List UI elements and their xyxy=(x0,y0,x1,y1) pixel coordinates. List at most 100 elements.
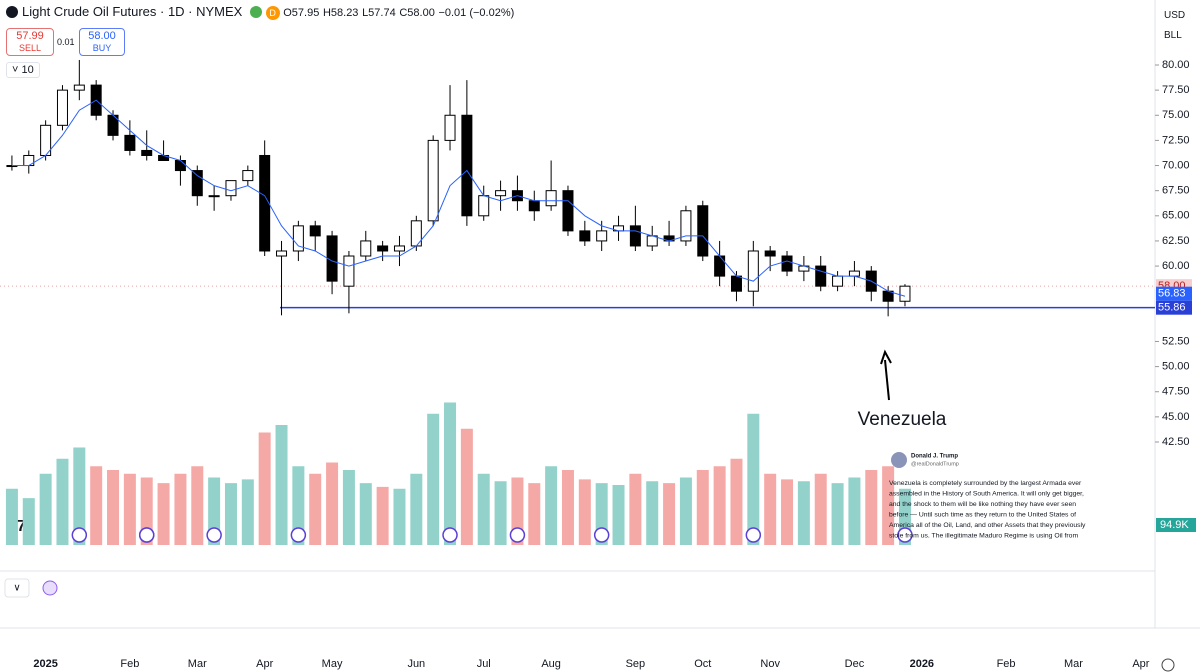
candle-body xyxy=(747,250,759,292)
symbol-title: Light Crude Oil Futures · 1D · NYMEX D O… xyxy=(6,4,514,20)
spread: 0.01 xyxy=(57,37,75,47)
volume-bar xyxy=(545,466,558,545)
buy-price: 58.00 xyxy=(88,30,116,42)
post-line: and the shock to them will be like nothi… xyxy=(889,501,1076,508)
x-tick-label: 2026 xyxy=(910,658,934,670)
volume-bar xyxy=(359,483,372,545)
volume-bar xyxy=(174,473,187,545)
price-label-bg xyxy=(1156,286,1192,301)
volume-bar xyxy=(730,458,743,545)
volume-bar xyxy=(39,473,52,545)
x-tick-label: May xyxy=(322,658,343,670)
x-tick-label: Aug xyxy=(541,658,561,670)
volume-bar xyxy=(22,498,35,545)
volume-bar xyxy=(831,483,844,545)
post-line: assembled in the History of South Americ… xyxy=(889,490,1084,497)
buy-button[interactable]: 58.00 BUY xyxy=(79,28,125,56)
volume-bar xyxy=(764,473,777,545)
annotation-arrowhead xyxy=(880,349,892,365)
candle-body xyxy=(815,265,827,287)
candle-body xyxy=(174,160,186,172)
event-icon xyxy=(745,527,762,543)
candle-body xyxy=(292,225,304,252)
y-tick-label: 77.50 xyxy=(1162,84,1190,96)
candle-body xyxy=(208,195,220,198)
unit[interactable]: BLL xyxy=(1164,30,1182,41)
volume-bar xyxy=(444,402,457,545)
volume-bar xyxy=(865,470,878,545)
candle-body xyxy=(461,114,473,217)
annotation: Venezuela xyxy=(858,409,947,430)
volume-bar xyxy=(292,466,305,545)
volume-label-bg xyxy=(1156,518,1196,532)
chevron: ∨ xyxy=(13,583,20,594)
ohlc-high: H58.23 xyxy=(322,7,359,19)
post-line: Venezuela is completely surrounded by th… xyxy=(889,480,1082,487)
volume-bar xyxy=(275,425,288,545)
y-tick-label: 60.00 xyxy=(1162,260,1190,272)
x-tick-label: Feb xyxy=(997,658,1016,670)
volume-bar xyxy=(410,473,423,545)
y-tick-label: 72.50 xyxy=(1162,134,1190,146)
ohlc-change: −0.01 (−0.02%) xyxy=(438,7,515,19)
volume-bar xyxy=(427,413,440,545)
candle-body xyxy=(781,255,793,272)
sync-icon[interactable] xyxy=(42,580,58,596)
x-tick-label: 2025 xyxy=(33,658,57,670)
candle-body xyxy=(848,270,860,277)
ohlc-open: O57.95 xyxy=(283,7,320,19)
event-icon xyxy=(509,527,526,543)
settings-icon[interactable] xyxy=(1161,658,1175,672)
candle-body xyxy=(697,205,709,257)
volume-bar xyxy=(679,477,692,545)
volume-bar xyxy=(73,447,86,545)
post-handle: @realDonaldTrump xyxy=(911,461,959,467)
volume-bar xyxy=(90,466,103,545)
volume-bar xyxy=(309,473,322,545)
indicator-length[interactable]: ˅ 10 xyxy=(6,62,40,78)
event-icon xyxy=(71,527,88,543)
sell-price: 57.99 xyxy=(16,30,44,42)
candle-body xyxy=(444,114,456,141)
post-line: stole from us. The illegitimate Maduro R… xyxy=(889,532,1078,539)
post-avatar xyxy=(891,452,907,468)
currency[interactable]: USD xyxy=(1164,10,1186,21)
volume-bar xyxy=(797,481,810,545)
candle-body xyxy=(191,170,203,197)
event-icon xyxy=(206,527,222,543)
candle-body xyxy=(73,84,85,91)
candle-body xyxy=(714,255,726,277)
interval: 10 xyxy=(21,64,34,76)
y-tick-label: 75.00 xyxy=(1162,109,1190,121)
event-icon xyxy=(138,527,155,543)
candle-body xyxy=(343,255,355,287)
x-tick-label: Oct xyxy=(694,658,711,670)
candle-body xyxy=(579,230,591,242)
sell-label: SELL xyxy=(18,43,42,53)
candle-body xyxy=(309,225,321,237)
volume-bar xyxy=(191,466,204,545)
candle-body xyxy=(680,210,692,242)
candle-body xyxy=(478,195,490,217)
annotation-arrow xyxy=(884,359,890,401)
volume-bar xyxy=(612,485,625,545)
candle-body xyxy=(629,225,641,247)
pane-toggle[interactable] xyxy=(4,578,30,598)
y-tick-label: 80.00 xyxy=(1162,59,1190,71)
y-tick-label: 45.00 xyxy=(1162,411,1190,423)
volume-bar xyxy=(107,470,120,545)
candle-body xyxy=(377,245,389,252)
candle-body xyxy=(124,134,136,151)
post-line: America all of the Oil, Land, and other … xyxy=(889,522,1086,529)
candle-body xyxy=(832,275,844,287)
volume-bar xyxy=(713,466,726,545)
candle-body xyxy=(141,149,153,156)
sell-button[interactable]: 57.99 SELL xyxy=(6,28,54,56)
candle-body xyxy=(427,139,439,222)
x-tick-label: Mar xyxy=(188,658,207,670)
x-tick-label: Jul xyxy=(477,658,491,670)
price-label: 55.86 xyxy=(1158,302,1186,314)
y-tick-label: 67.50 xyxy=(1162,185,1190,197)
